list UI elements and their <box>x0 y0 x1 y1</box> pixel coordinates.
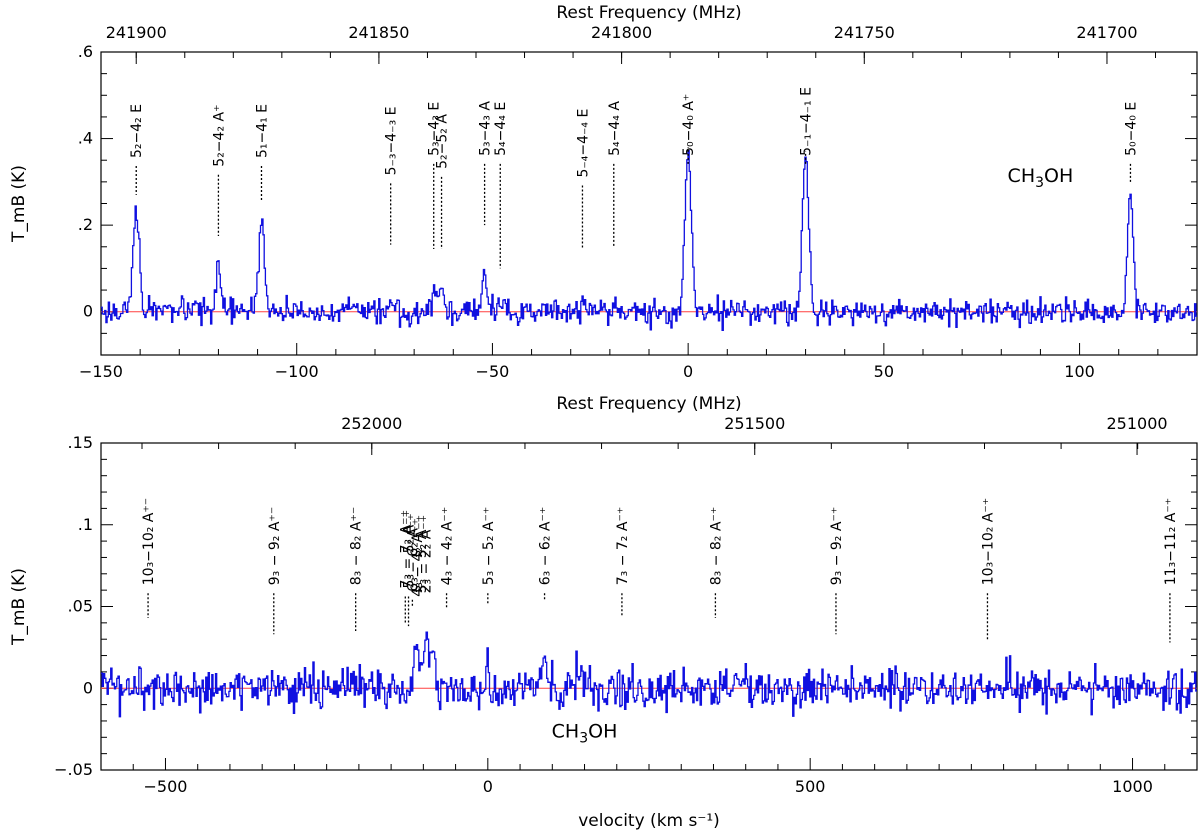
x-tick-label: −500 <box>143 777 187 796</box>
x-tick-label: 100 <box>1064 362 1095 381</box>
plot-frame <box>100 442 1198 771</box>
transition-label: 5₄−4₄ A <box>607 101 623 156</box>
transition-label: 9₃ − 9₂ A⁻⁺ <box>829 507 845 585</box>
top-tick-label: 251500 <box>724 414 785 433</box>
y-tick-label: .2 <box>78 215 93 234</box>
transition-label: 5₀−4₀ A⁺ <box>681 94 697 156</box>
transition-label: 10₃−10₂ A⁻⁺ <box>980 498 996 585</box>
x-tick-label: −100 <box>275 362 319 381</box>
x-tick-label: −50 <box>476 362 510 381</box>
transition-label: 3₃ − 3₂ A⁻⁺ <box>414 515 430 593</box>
top-tick-label: 241700 <box>1076 23 1137 42</box>
x-tick-label: 0 <box>483 777 493 796</box>
transition-label: 7₃ − 7₂ A⁻⁺ <box>615 507 631 585</box>
transition-label: 10₃−10₂ A⁺⁻ <box>141 498 157 585</box>
x-tick-label: 0 <box>683 362 693 381</box>
transition-label: 4₃ − 4₂ A⁻⁺ <box>440 507 456 585</box>
y-tick-label: 0 <box>83 302 93 321</box>
upper-spectrum-panel: −150 −100 −50 0 50 100 241900 241850 241800 24175… <box>9 3 1198 381</box>
spectrum-trace <box>101 150 1197 331</box>
top-tick-label: 241750 <box>834 23 895 42</box>
top-axis-title: Rest Frequency (MHz) <box>556 3 741 23</box>
transition-label: 5₋₃−4₋₃ E <box>384 107 400 176</box>
transition-label: 8₃ − 8₂ A⁻⁺ <box>708 507 724 585</box>
transition-label: 5₄−4₄ E <box>493 102 509 156</box>
y-tick-label: .15 <box>68 433 93 452</box>
y-tick-label: .6 <box>78 42 93 61</box>
x-axis-title: velocity (km s⁻¹) <box>578 811 720 831</box>
transition-label: 5₃−4₃ A <box>478 101 494 156</box>
transition-label: 7₃ − 7₂ A⁻⁺ <box>398 510 414 588</box>
transition-label: 2₃ − 2₂ A⁻⁺ <box>418 515 434 593</box>
y-tick-label: .1 <box>78 515 93 534</box>
x-tick-label: 50 <box>874 362 894 381</box>
y-tick-label: −.05 <box>54 760 93 779</box>
lower-spectrum-panel: −500 0 500 1000 252000 251500 251000 Rest Frequ… <box>9 394 1198 831</box>
transition-label: 5₂−4₂ E <box>129 104 145 158</box>
transition-label: 5₂−5₂ A <box>435 114 451 169</box>
transition-label: 5₋₁−4₋₁ E <box>799 87 815 156</box>
transition-label: 4₃ − 4₂ A⁻⁺ <box>410 518 426 596</box>
x-tick-label: −150 <box>79 362 123 381</box>
top-tick-label: 241900 <box>106 23 167 42</box>
transition-label: 11₃−11₂ A⁻⁺ <box>1163 498 1179 585</box>
transition-label: 9₃ − 9₂ A⁺⁻ <box>267 507 283 585</box>
transition-label: 5₁−4₁ E <box>254 104 270 158</box>
y-tick-label: .4 <box>78 129 93 148</box>
transition-label: 5₃ − 5₂ A⁻⁺ <box>402 510 418 588</box>
top-tick-label: 241850 <box>348 23 409 42</box>
molecule-label: CH3OH <box>552 720 618 746</box>
transition-label: 5₋₄−4₋₄ E <box>575 109 591 178</box>
transition-label: 6₃ − 6₂ A⁻⁺ <box>405 513 421 591</box>
transition-label: 5₀−4₀ E <box>1123 102 1139 156</box>
top-tick-label: 252000 <box>341 414 402 433</box>
x-tick-label: 1000 <box>1112 777 1153 796</box>
spectrum-trace <box>101 631 1197 718</box>
top-axis-title: Rest Frequency (MHz) <box>556 394 741 414</box>
transition-label: 8₃ − 8₂ A⁺⁻ <box>349 507 365 585</box>
transition-label: 5₃ − 5₂ A⁻⁺ <box>481 507 497 585</box>
y-axis-title: T_mB (K) <box>9 165 29 243</box>
y-axis-title: T_mB (K) <box>9 568 29 646</box>
top-tick-label: 251000 <box>1107 414 1168 433</box>
transition-label: 5₃−4₃ E <box>427 102 443 156</box>
molecule-label: CH3OH <box>1008 165 1074 191</box>
y-tick-label: 0 <box>83 678 93 697</box>
transition-label: 6₃ − 6₂ A⁻⁺ <box>538 507 554 585</box>
transition-label: 5₂−4₂ A⁺ <box>211 105 227 167</box>
top-tick-label: 241800 <box>591 23 652 42</box>
y-tick-label: .05 <box>68 597 93 616</box>
x-tick-label: 500 <box>795 777 826 796</box>
